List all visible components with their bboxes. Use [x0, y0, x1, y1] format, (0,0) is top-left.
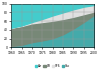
- Legend: Air, Oil, SF6, Vac: Air, Oil, SF6, Vac: [34, 64, 71, 68]
